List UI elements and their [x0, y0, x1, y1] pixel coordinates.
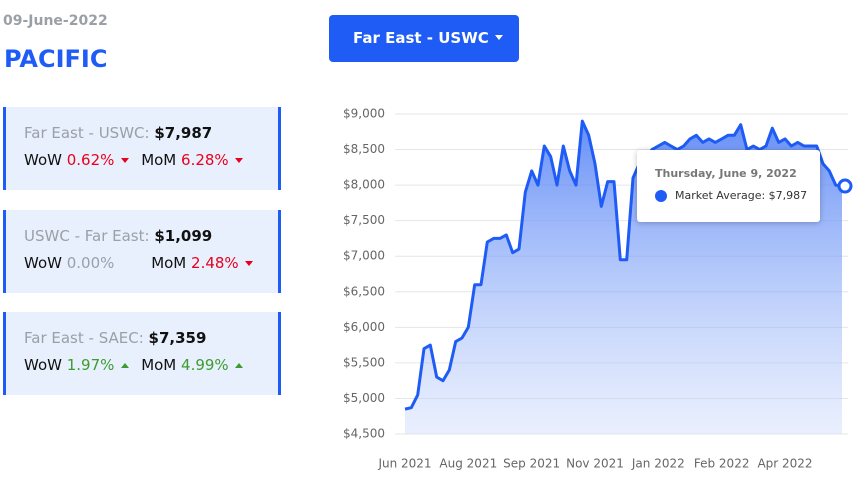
- route: Far East - SAEC:: [24, 329, 144, 347]
- x-tick-label: Sep 2021: [503, 457, 560, 471]
- y-tick-label: $9,000: [343, 107, 385, 121]
- x-tick-label: Feb 2022: [694, 457, 750, 471]
- x-tick-label: Apr 2022: [757, 457, 812, 471]
- line: [404, 119, 843, 411]
- tooltip-row: Market Average: $7,987: [655, 189, 820, 202]
- trend-arrow: [121, 363, 130, 368]
- mom-value: 4.99%: [181, 356, 229, 374]
- y-tick-label: $6,500: [343, 284, 385, 298]
- rate-card: Far East - USWC: $7,987 WoW 0.62% MoM 6.2…: [3, 107, 281, 190]
- wow-value: 0.62%: [66, 151, 115, 169]
- wow-label: WoW: [24, 151, 62, 169]
- y-tick-label: $7,000: [343, 249, 385, 263]
- card-changes: WoW 1.97% MoM 4.99%: [24, 356, 278, 374]
- price: $7,359: [148, 329, 207, 347]
- card-header: Far East - SAEC: $7,359: [24, 329, 278, 347]
- y-tick-label: $4,500: [343, 427, 385, 441]
- y-tick-label: $8,500: [343, 142, 385, 156]
- price: $7,987: [154, 124, 213, 142]
- wow-value: 0.00%: [66, 254, 115, 272]
- tooltip-dot: [655, 190, 667, 202]
- date: 09-June-2022: [3, 13, 108, 29]
- route: Far East - USWC:: [24, 124, 150, 142]
- rate-card: Far East - SAEC: $7,359 WoW 1.97% MoM 4.9…: [3, 312, 281, 395]
- tooltip-label: Market Average: $7,987: [675, 189, 808, 202]
- rate-card: USWC - Far East: $1,099 WoW 0.00% MoM 2.4…: [3, 210, 281, 293]
- mom-label: MoM: [141, 356, 177, 374]
- y-tick-label: $6,000: [343, 320, 385, 334]
- dropdown-label: Far East - USWC: [353, 29, 489, 47]
- wow-label: WoW: [24, 356, 62, 374]
- mom-label: MoM: [141, 151, 177, 169]
- y-tick-label: $8,000: [343, 178, 385, 192]
- trend-arrow: [121, 158, 130, 163]
- trend-arrow: [245, 261, 254, 266]
- x-tick-label: Jun 2021: [377, 457, 431, 471]
- mom-value: 6.28%: [181, 151, 229, 169]
- caret: [495, 35, 503, 40]
- y-tick-label: $5,000: [343, 391, 385, 405]
- route-dropdown[interactable]: Far East - USWC: [329, 15, 519, 62]
- tooltip: Thursday, June 9, 2022 Market Average: $…: [637, 150, 820, 222]
- card-changes: WoW 0.00% MoM 2.48%: [24, 254, 278, 272]
- trend-arrow: [235, 158, 244, 163]
- card-header: USWC - Far East: $1,099: [24, 227, 278, 245]
- trend-arrow: [235, 363, 244, 368]
- card-header: Far East - USWC: $7,987: [24, 124, 278, 142]
- hover-point: [837, 178, 853, 194]
- wow-value: 1.97%: [66, 356, 115, 374]
- x-tick-label: Jan 2022: [631, 457, 685, 471]
- region-title: PACIFIC: [4, 45, 108, 73]
- x-tick-label: Aug 2021: [439, 457, 497, 471]
- price: $1,099: [154, 227, 213, 245]
- wow-label: WoW: [24, 254, 62, 272]
- x-tick-label: Nov 2021: [566, 457, 624, 471]
- mom-value: 2.48%: [191, 254, 239, 272]
- tooltip-title: Thursday, June 9, 2022: [655, 167, 797, 180]
- y-tick-label: $7,500: [343, 213, 385, 227]
- card-changes: WoW 0.62% MoM 6.28%: [24, 151, 278, 169]
- y-tick-label: $5,500: [343, 355, 385, 369]
- mom-label: MoM: [151, 254, 187, 272]
- route: USWC - Far East:: [24, 227, 150, 245]
